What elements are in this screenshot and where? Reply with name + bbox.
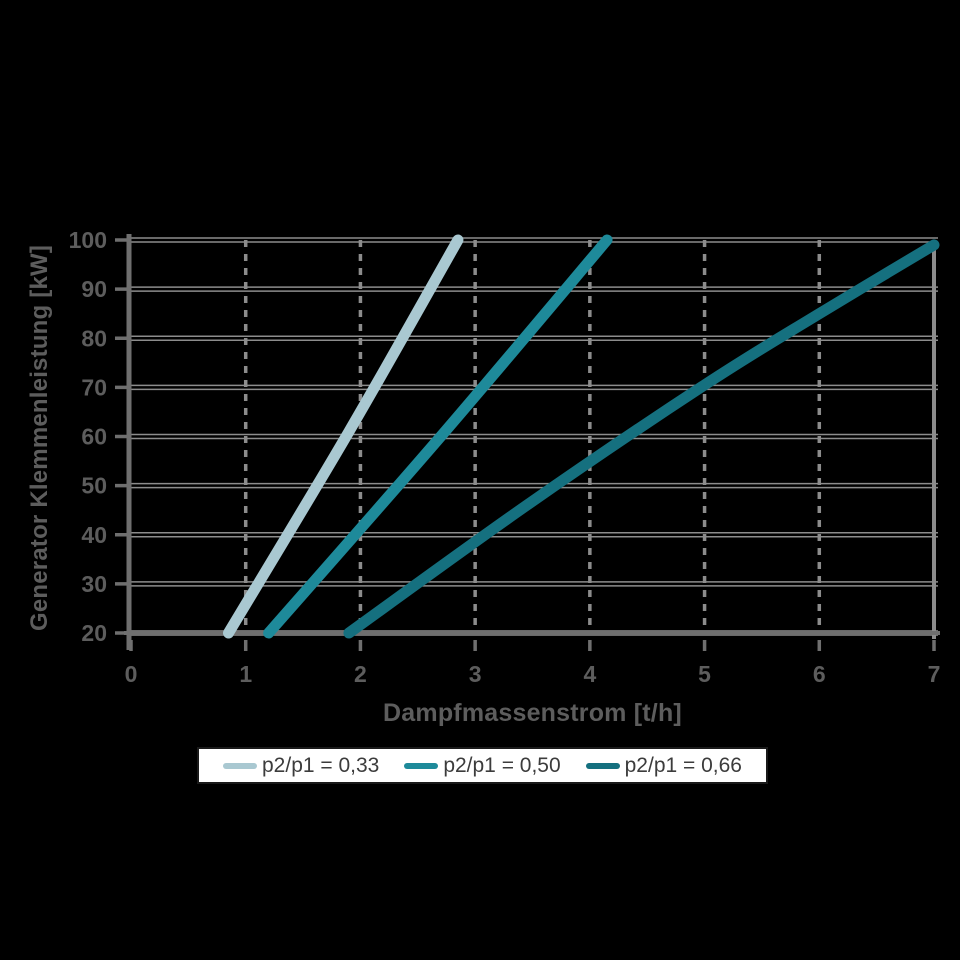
x-tick-label: 1 <box>239 661 252 687</box>
y-tick-label: 70 <box>81 374 107 400</box>
x-tick-label: 2 <box>354 661 367 687</box>
legend-item: p2/p1 = 0,66 <box>585 753 742 778</box>
y-tick-label: 50 <box>81 473 107 499</box>
y-tick-label: 90 <box>81 276 107 302</box>
series-line-2 <box>343 239 940 639</box>
x-axis-title: Dampfmassenstrom [t/h] <box>383 699 682 727</box>
legend-item: p2/p1 = 0,50 <box>404 753 561 778</box>
x-tick-label: 3 <box>469 661 482 687</box>
legend-label: p2/p1 = 0,33 <box>262 753 380 777</box>
x-tick-label: 0 <box>125 661 138 687</box>
y-tick-label: 20 <box>81 620 107 646</box>
legend-swatch-line-icon <box>585 762 620 769</box>
x-tick-label: 4 <box>583 661 596 687</box>
legend-label: p2/p1 = 0,66 <box>624 753 742 777</box>
y-tick-label: 40 <box>81 522 107 548</box>
legend-label: p2/p1 = 0,50 <box>443 753 561 777</box>
x-tick-label: 5 <box>698 661 711 687</box>
series-line-0 <box>223 234 464 639</box>
legend-swatch-line-icon <box>404 762 439 769</box>
x-tick-label: 6 <box>813 661 826 687</box>
x-tick-label: 7 <box>928 661 941 687</box>
y-tick-label: 80 <box>81 325 107 351</box>
chart-legend: p2/p1 = 0,33 p2/p1 = 0,50 p2/p1 = 0,66 <box>197 747 768 784</box>
legend-item: p2/p1 = 0,33 <box>223 754 379 778</box>
series-line-1 <box>263 234 613 639</box>
y-axis-title: Generator Klemmenleistung [kW] <box>26 244 53 632</box>
legend-swatch-line-icon <box>223 762 257 769</box>
y-tick-label: 30 <box>81 571 107 597</box>
y-tick-label: 60 <box>81 424 107 450</box>
y-tick-label: 100 <box>69 227 107 253</box>
